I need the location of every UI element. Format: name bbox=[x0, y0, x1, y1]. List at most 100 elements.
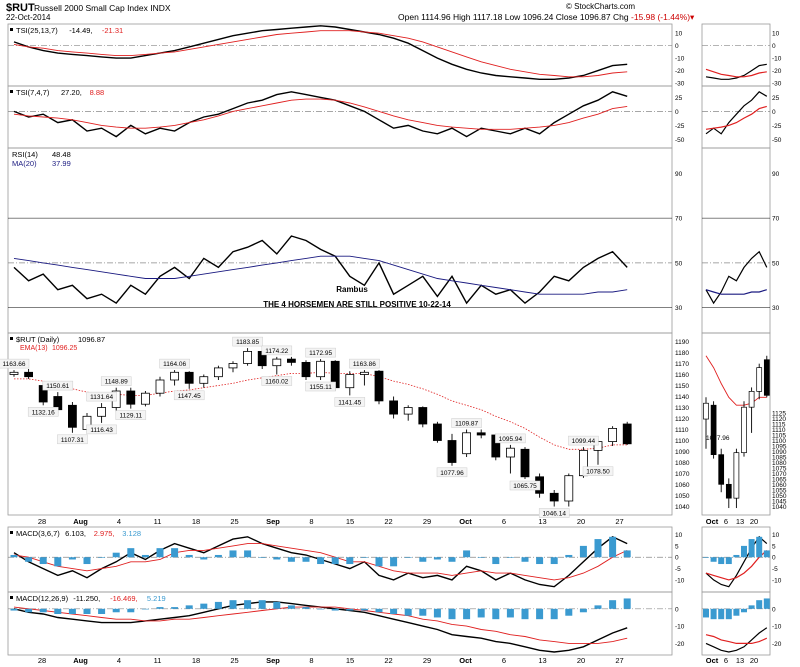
macd-histogram-bar bbox=[39, 557, 47, 565]
pane-frame-tsi_short bbox=[7, 85, 673, 149]
macd-histogram-bar bbox=[258, 557, 266, 558]
mini-axis-tick-label: -10 bbox=[772, 56, 782, 63]
low-label: Low bbox=[504, 12, 521, 22]
price-label-box bbox=[568, 435, 599, 446]
macd-histogram-bar bbox=[54, 608, 62, 614]
legend-bullet bbox=[10, 531, 13, 534]
axis-tick-label: -50 bbox=[675, 137, 685, 144]
price-label-box bbox=[334, 397, 366, 407]
legend-entry: 6.103, bbox=[65, 529, 86, 538]
series-line-rsi-rsi bbox=[13, 235, 628, 305]
mini-axis-tick-label: -5 bbox=[772, 566, 778, 573]
pane-frame-price bbox=[7, 332, 673, 516]
mini-series-line-tsi_short-tsi bbox=[705, 91, 768, 135]
macd-histogram-bar bbox=[200, 603, 208, 609]
mini-candle-body bbox=[733, 452, 740, 499]
axis-tick-label: -20 bbox=[675, 641, 685, 648]
mini-axis-tick-label: 1050 bbox=[772, 493, 787, 500]
x-axis-label-bottom: 22 bbox=[384, 656, 392, 665]
macd-histogram-bar bbox=[302, 607, 310, 609]
candle-body bbox=[389, 400, 399, 415]
price-label: 1174.22 bbox=[265, 348, 288, 355]
macd-histogram-bar bbox=[171, 548, 179, 558]
macd-histogram-bar bbox=[521, 557, 529, 562]
macd-histogram-bar bbox=[68, 608, 76, 614]
mini-axis-tick-label: -10 bbox=[772, 577, 782, 584]
mini-axis-tick-label: 1080 bbox=[772, 460, 787, 467]
mini-series-line-macd_long-macd bbox=[705, 627, 768, 653]
axis-tick-label: 1060 bbox=[675, 482, 690, 489]
price-label: 1065.75 bbox=[513, 483, 537, 490]
candle-body bbox=[24, 371, 34, 378]
macd-histogram-bar bbox=[360, 557, 368, 558]
candle-body bbox=[359, 371, 369, 375]
legend-entry: 37.99 bbox=[52, 159, 71, 168]
macd-histogram-bar bbox=[404, 557, 412, 558]
legend-bullet bbox=[10, 337, 13, 340]
legend-bullet bbox=[10, 28, 13, 31]
macd-histogram-bar bbox=[244, 600, 252, 609]
candle-body bbox=[622, 423, 632, 445]
candle-body bbox=[243, 350, 253, 364]
mini-histogram-bar bbox=[733, 608, 740, 616]
mini-axis-tick-label: 0 bbox=[772, 109, 776, 116]
candle-body bbox=[213, 367, 223, 378]
index-name: Russell 2000 Small Cap Index INDX bbox=[34, 3, 171, 13]
macd-histogram-bar bbox=[302, 557, 310, 562]
macd-histogram-bar bbox=[156, 548, 164, 558]
chg-label: Chg bbox=[613, 12, 629, 22]
mini-series-line-tsi_short-signal bbox=[705, 105, 767, 130]
macd-histogram-bar bbox=[214, 601, 222, 609]
mini-histogram-bar bbox=[733, 554, 740, 558]
candle-body bbox=[549, 492, 559, 502]
mini-axis-tick-label: 1115 bbox=[772, 422, 786, 429]
x-axis-label-bottom: Sep bbox=[266, 656, 280, 665]
price-label: 1163.66 bbox=[2, 361, 25, 368]
legend-entry: -16.469, bbox=[110, 594, 138, 603]
mini-axis-tick-label: 50 bbox=[772, 260, 780, 267]
macd-histogram-bar bbox=[550, 608, 558, 620]
mini-axis-tick-label: 0 bbox=[772, 606, 776, 613]
axis-tick-label: 0 bbox=[675, 43, 679, 50]
macd-histogram-bar bbox=[550, 557, 558, 565]
x-axis-label-bottom: 4 bbox=[117, 656, 121, 665]
macd-histogram-bar bbox=[200, 557, 208, 560]
candle-body bbox=[140, 392, 150, 405]
x-axis-label: 6 bbox=[502, 517, 506, 526]
mini-histogram-bar bbox=[725, 557, 732, 565]
legend-entry: MA(20) bbox=[12, 159, 37, 168]
mini-axis-tick-label: 1045 bbox=[772, 499, 787, 506]
mini-pane-frame-rsi bbox=[701, 147, 771, 334]
mini-axis-tick-label: 0 bbox=[772, 555, 776, 562]
price-label: 1095.94 bbox=[499, 436, 523, 443]
macd-histogram-bar bbox=[317, 557, 325, 565]
axis-tick-label: -30 bbox=[675, 81, 685, 88]
candle-body bbox=[286, 358, 296, 363]
axis-tick-label: 0 bbox=[675, 555, 679, 562]
price-label-box bbox=[261, 345, 293, 356]
mini-x-axis-label-bottom: 6 bbox=[724, 656, 728, 665]
candle-body bbox=[97, 407, 106, 417]
copyright: © StockCharts.com bbox=[566, 2, 636, 11]
legend-entry: 2.975, bbox=[94, 529, 115, 538]
axis-tick-label: 1160 bbox=[675, 372, 689, 379]
mini-histogram-bar bbox=[756, 536, 763, 558]
macd-histogram-bar bbox=[506, 608, 514, 618]
axis-tick-label: 90 bbox=[675, 171, 683, 178]
macd-histogram-bar bbox=[375, 557, 383, 567]
macd-histogram-bar bbox=[10, 554, 18, 558]
mini-series-line-macd_long-signal bbox=[705, 634, 768, 645]
annotation-headline: THE 4 HORSEMEN ARE STILL POSITIVE 10-22-… bbox=[263, 300, 451, 309]
legend-entry: -11.250, bbox=[73, 594, 100, 603]
mini-x-axis-label: 6 bbox=[724, 517, 728, 526]
axis-tick-label: 1110 bbox=[675, 427, 689, 434]
price-label: 1160.02 bbox=[265, 379, 288, 386]
mini-axis-tick-label: -20 bbox=[772, 641, 782, 648]
macd-histogram-bar bbox=[171, 607, 179, 609]
price-label: 1046.14 bbox=[542, 511, 566, 518]
x-axis-label-bottom: 11 bbox=[154, 656, 162, 665]
axis-tick-label: -10 bbox=[675, 577, 685, 584]
mini-axis-tick-label: 90 bbox=[772, 171, 780, 178]
candle-body bbox=[301, 361, 311, 378]
chart-header: $RUT Russell 2000 Small Cap Index INDX 2… bbox=[0, 0, 800, 24]
